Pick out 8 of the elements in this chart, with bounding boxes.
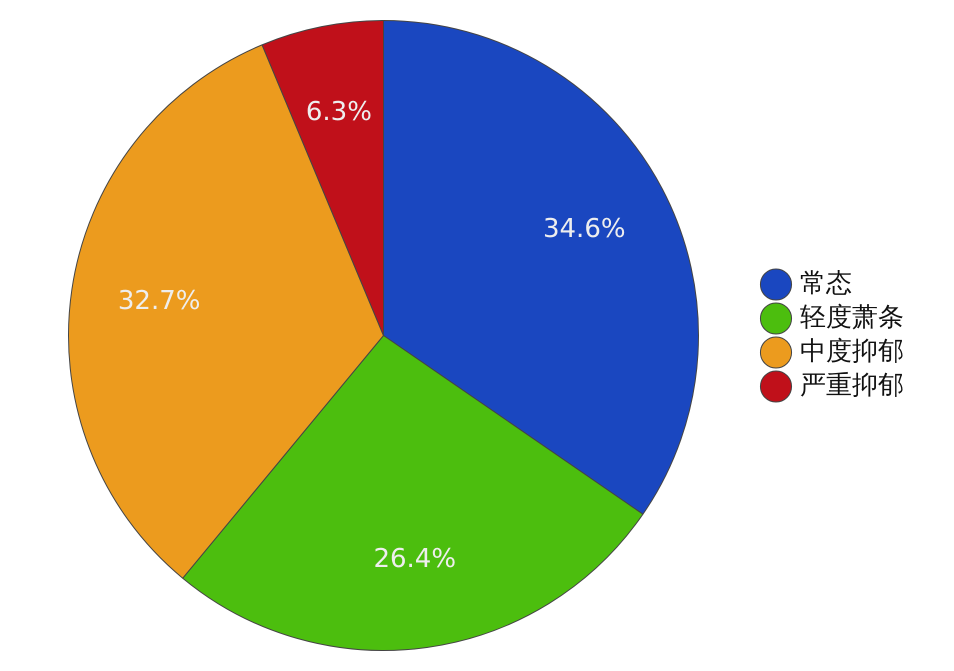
legend-label: 中度抑郁 xyxy=(800,336,904,366)
data-label: 26.4% xyxy=(373,544,456,574)
data-label: 6.3% xyxy=(306,96,372,127)
data-label: 32.7% xyxy=(118,286,200,316)
data-label: 34.6% xyxy=(542,214,626,244)
legend-label: 严重抑郁 xyxy=(800,370,904,400)
legend-label: 轻度萧条 xyxy=(800,302,904,332)
legend-label: 常态 xyxy=(800,268,852,298)
